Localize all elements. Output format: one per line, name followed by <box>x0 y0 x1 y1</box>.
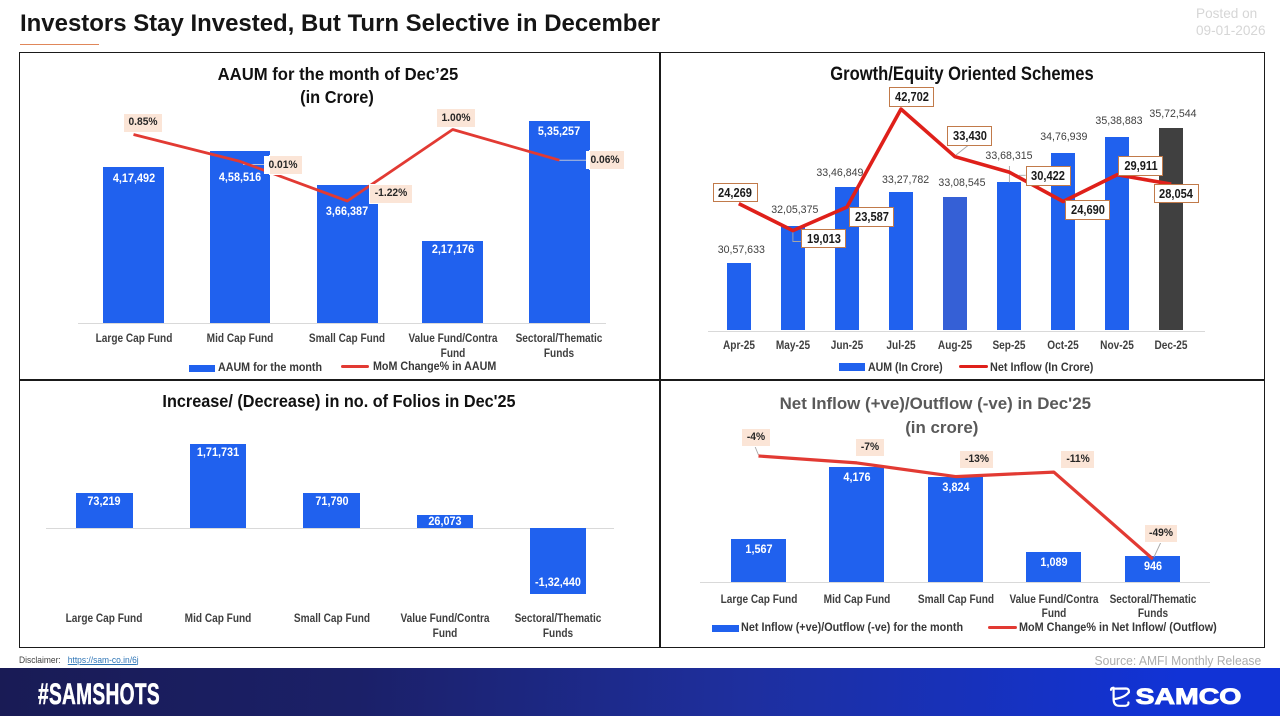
svg-text:SAMCO: SAMCO <box>1136 685 1242 709</box>
